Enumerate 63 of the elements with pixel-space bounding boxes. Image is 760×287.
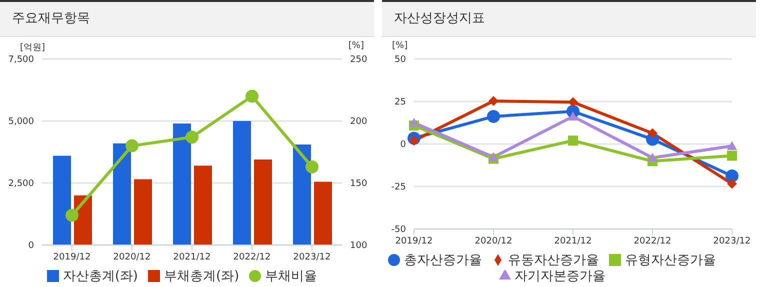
point bbox=[568, 111, 578, 120]
y-tick-label: 2,500 bbox=[8, 179, 34, 190]
y-tick-label: 7,500 bbox=[8, 55, 34, 66]
y-tick-label: 25 bbox=[394, 98, 406, 108]
y-axis-title: [%] bbox=[392, 41, 408, 51]
point bbox=[488, 96, 498, 106]
legend-label: 부채총계(좌) bbox=[164, 269, 240, 284]
bar bbox=[134, 179, 152, 245]
x-tick-label: 2022/12 bbox=[233, 252, 271, 262]
x-tick-label: 2020/12 bbox=[474, 236, 512, 246]
point bbox=[409, 136, 419, 146]
y2-tick-label: 150 bbox=[350, 179, 368, 190]
legend-label: 유형자산증가율 bbox=[625, 253, 716, 268]
bar bbox=[233, 121, 251, 245]
point bbox=[568, 136, 578, 146]
bar bbox=[53, 156, 71, 245]
y2-axis-title: [%] bbox=[348, 41, 364, 51]
x-tick-label: 2021/12 bbox=[554, 236, 592, 246]
y-tick-label: -25 bbox=[391, 182, 406, 193]
point bbox=[727, 150, 737, 161]
legend-label: 자산총계(좌) bbox=[62, 269, 138, 284]
legend-label: 유동자산증가율 bbox=[508, 253, 599, 268]
legend-label: 부채비율 bbox=[265, 269, 318, 284]
bar bbox=[194, 166, 212, 245]
y2-tick-label: 200 bbox=[350, 117, 368, 128]
x-tick-label: 2020/12 bbox=[113, 252, 151, 262]
legend-label: 총자산증가율 bbox=[404, 253, 482, 268]
x-tick-label: 2023/12 bbox=[293, 252, 331, 262]
point bbox=[126, 139, 138, 152]
bar bbox=[254, 159, 272, 245]
point bbox=[648, 152, 658, 162]
x-tick-label: 2023/12 bbox=[713, 236, 751, 246]
y2-tick-label: 250 bbox=[350, 55, 368, 66]
x-tick-label: 2019/12 bbox=[395, 236, 433, 246]
x-tick-label: 2019/12 bbox=[53, 252, 91, 262]
y-tick-label: 0 bbox=[400, 140, 406, 150]
bar bbox=[293, 144, 311, 245]
point bbox=[409, 118, 419, 127]
y-axis-title: [억원] bbox=[20, 42, 46, 54]
bar bbox=[173, 123, 191, 245]
point bbox=[186, 130, 198, 144]
y2-tick-label: 100 bbox=[350, 241, 368, 252]
point bbox=[727, 178, 737, 189]
point bbox=[487, 110, 500, 123]
bar bbox=[113, 143, 131, 245]
point bbox=[568, 97, 578, 108]
point bbox=[648, 128, 658, 138]
y-tick-label: -50 bbox=[391, 225, 406, 236]
y-tick-label: 50 bbox=[394, 55, 406, 66]
x-tick-label: 2021/12 bbox=[173, 252, 211, 262]
y-tick-label: 0 bbox=[28, 241, 34, 252]
point bbox=[488, 152, 498, 162]
point bbox=[726, 169, 738, 182]
chart-title: 자산성장성지표 bbox=[382, 2, 756, 37]
x-tick-label: 2022/12 bbox=[634, 236, 672, 246]
point bbox=[66, 208, 78, 222]
point bbox=[727, 141, 737, 150]
y-tick-label: 5,000 bbox=[8, 117, 34, 128]
bar bbox=[314, 182, 332, 245]
point bbox=[246, 90, 258, 103]
chart-title: 주요재무항목 bbox=[0, 2, 374, 37]
legend-label: 자기자본증가율 bbox=[514, 269, 606, 284]
point bbox=[306, 160, 318, 174]
